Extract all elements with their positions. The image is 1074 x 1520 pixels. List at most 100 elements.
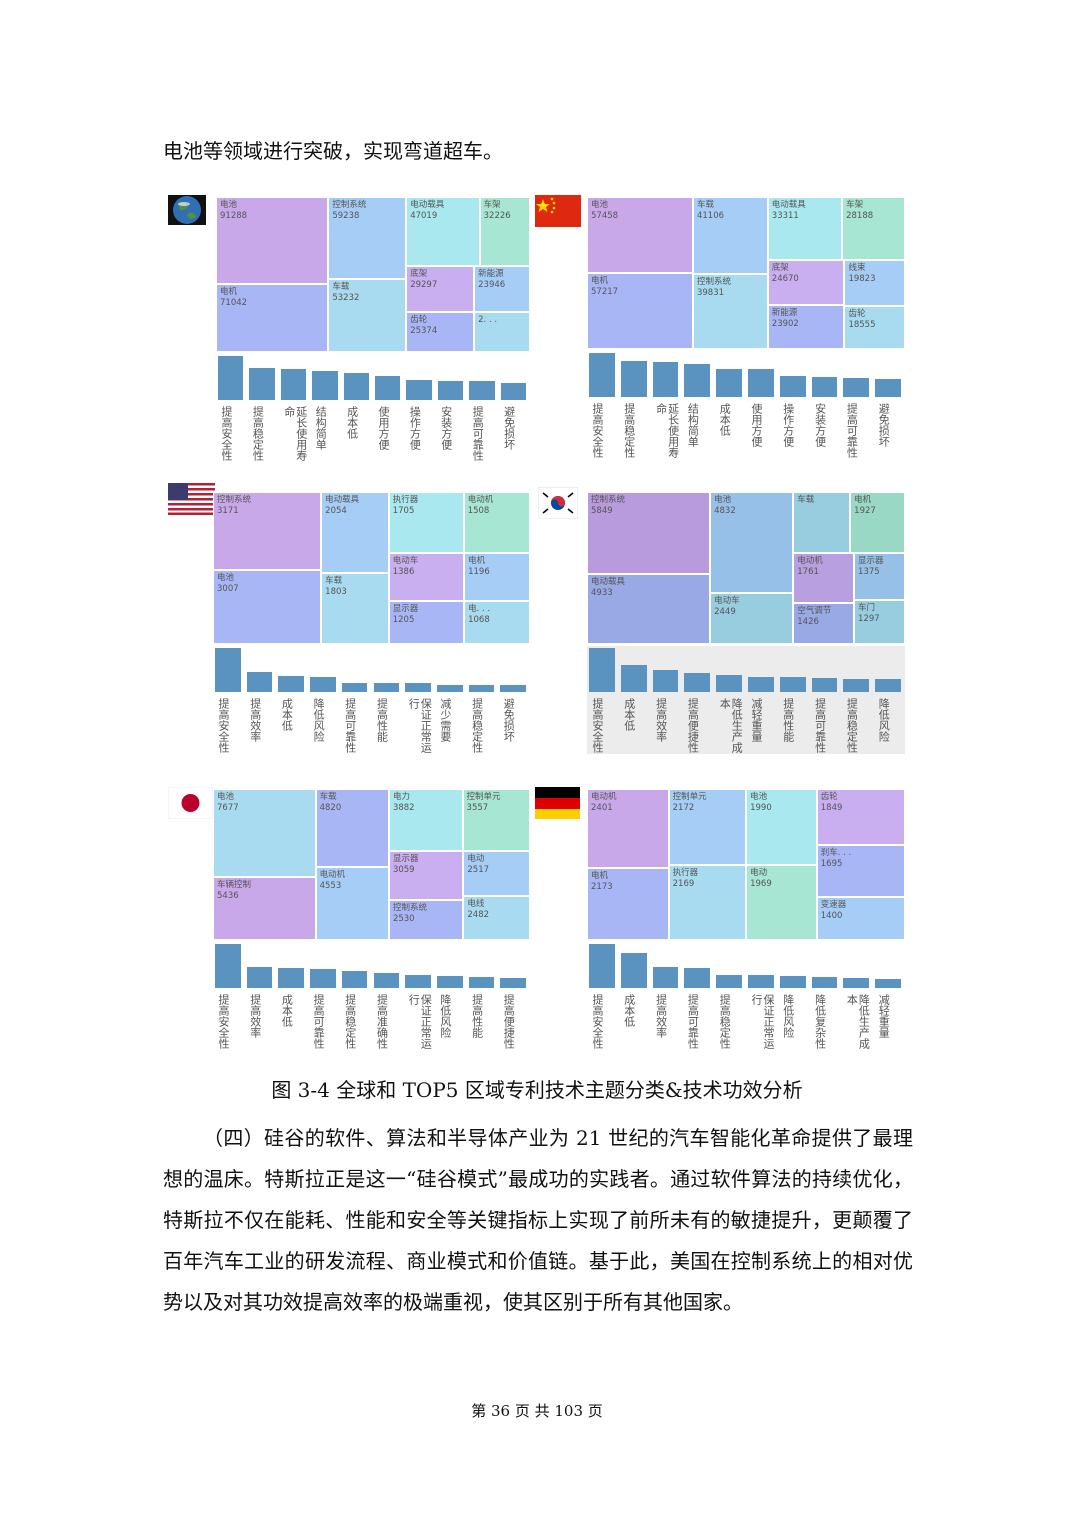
treemap-cell: 电动机1761 [793,553,854,603]
bar-label: 降低风险 [877,698,889,756]
bar-label: 使用方便 [377,406,389,464]
cell-value: 24670 [772,274,841,285]
cell-value: 1695 [821,859,901,870]
cell-value: 3882 [393,803,459,814]
bar [406,380,431,400]
bar [621,361,647,397]
cell-value: 1297 [858,614,901,625]
cell-label: 新能源 [772,308,841,319]
germany-flag [535,787,580,819]
bar-label: 避免损坏 [503,406,515,464]
bar [589,353,615,397]
cell-label: 电动载具 [591,577,706,588]
cell-label: 电线 [467,899,526,910]
treemap-cell: 线束19823 [844,260,905,306]
cell-label: 电动机 [320,870,385,881]
bar [812,977,838,988]
treemap-cell: 控制单元2172 [669,789,746,865]
cell-value: 4553 [320,881,385,892]
bar [218,356,243,400]
bar-label: 保证正常运行 [750,994,774,1052]
treemap-cell: 电池3007 [213,570,321,644]
bar-label: 提高安全性 [220,406,232,464]
treemap-cell: 车架28188 [842,197,905,260]
bar [374,973,400,988]
treemap-cell: 电力3882 [389,789,463,851]
treemap-cell: 控制系统59238 [328,197,406,279]
cell-label: 执行器 [393,495,460,506]
treemap-cell: 控制系统3171 [213,492,321,570]
treemap-cell: 电动载具47019 [406,197,479,266]
cell-label: 显示器 [393,854,459,865]
cell-value: 47019 [410,211,475,222]
bar-label: 延长使用寿命 [283,406,307,464]
cell-label: 电机 [591,871,665,882]
japan-flag [168,787,213,819]
cell-value: 28188 [846,211,901,222]
bar-label: 提高准确性 [376,994,388,1052]
bar [843,978,869,988]
bar [247,672,273,692]
cell-label: 显示器 [858,556,901,567]
us-flag [168,483,215,515]
bar [437,685,463,692]
treemap-cell: 新能源23902 [768,305,845,349]
bar [405,683,431,692]
bar [437,976,463,988]
bar-label: 提高稳定性 [718,994,730,1052]
bar [684,364,710,397]
cell-label: 车载 [320,792,385,803]
treemap-cell: 控制系统39831 [693,274,768,349]
cell-label: 电力 [393,792,459,803]
bar-label: 提高可靠性 [344,698,356,756]
treemap-cell: 电动车1386 [389,553,464,602]
cell-value: 25374 [410,326,470,337]
cell-label: 齿轮 [821,792,901,803]
treemap-cell: 车载4820 [316,789,389,867]
treemap-cell: 显示器3059 [389,851,463,900]
treemap-cell: 电池57458 [587,197,693,273]
cell-label: 电动机 [591,792,665,803]
korea-flag [538,487,578,519]
treemap-cell: 电动载具4933 [587,574,710,644]
bar-label: 操作方便 [782,403,794,461]
bar-label: 提高效率 [655,698,667,756]
bar [716,975,742,988]
treemap-cell: 电池91288 [216,197,328,284]
treemap-cell: 车载53232 [328,279,406,352]
treemap-cell: 电机1927 [850,492,905,553]
treemap-cell: 2. . . [474,312,530,352]
cell-value: 39831 [697,288,764,299]
treemap-cell: 车门1297 [854,600,905,644]
bar-label: 减少需要 [439,698,451,756]
bar-label: 降低风险 [312,698,324,756]
cell-value: 23946 [478,280,526,291]
bar [780,376,806,397]
treemap-cell: 齿轮18555 [844,306,905,349]
cell-label: 电动机 [468,495,526,506]
cell-value: 3059 [393,865,459,876]
bar [342,683,368,692]
bar [310,969,336,988]
treemap-cell: 执行器1705 [389,492,464,553]
bar [748,369,774,397]
cell-value: 1205 [393,615,460,626]
cell-label: 电动机 [797,556,850,567]
bar-label: 提高稳定性 [623,403,635,461]
bar [247,967,273,988]
bar [281,369,306,400]
treemap-cell: 电机71042 [216,284,328,352]
treemap-cell: 显示器1205 [389,601,464,644]
cell-value: 3557 [467,803,526,814]
treemap-cell: 底架29297 [406,266,474,312]
bar-label: 降低生产成本 [845,994,869,1052]
cell-value: 59238 [332,211,402,222]
treemap-cell: 控制系统5849 [587,492,710,574]
bar-label: 提高性能 [782,698,794,756]
cell-value: 2530 [393,914,459,925]
cell-label: 控制单元 [467,792,526,803]
treemap-cell: 电线2482 [463,896,530,940]
bar [310,677,336,692]
cell-label: 车门 [858,603,901,614]
bar [342,971,368,988]
